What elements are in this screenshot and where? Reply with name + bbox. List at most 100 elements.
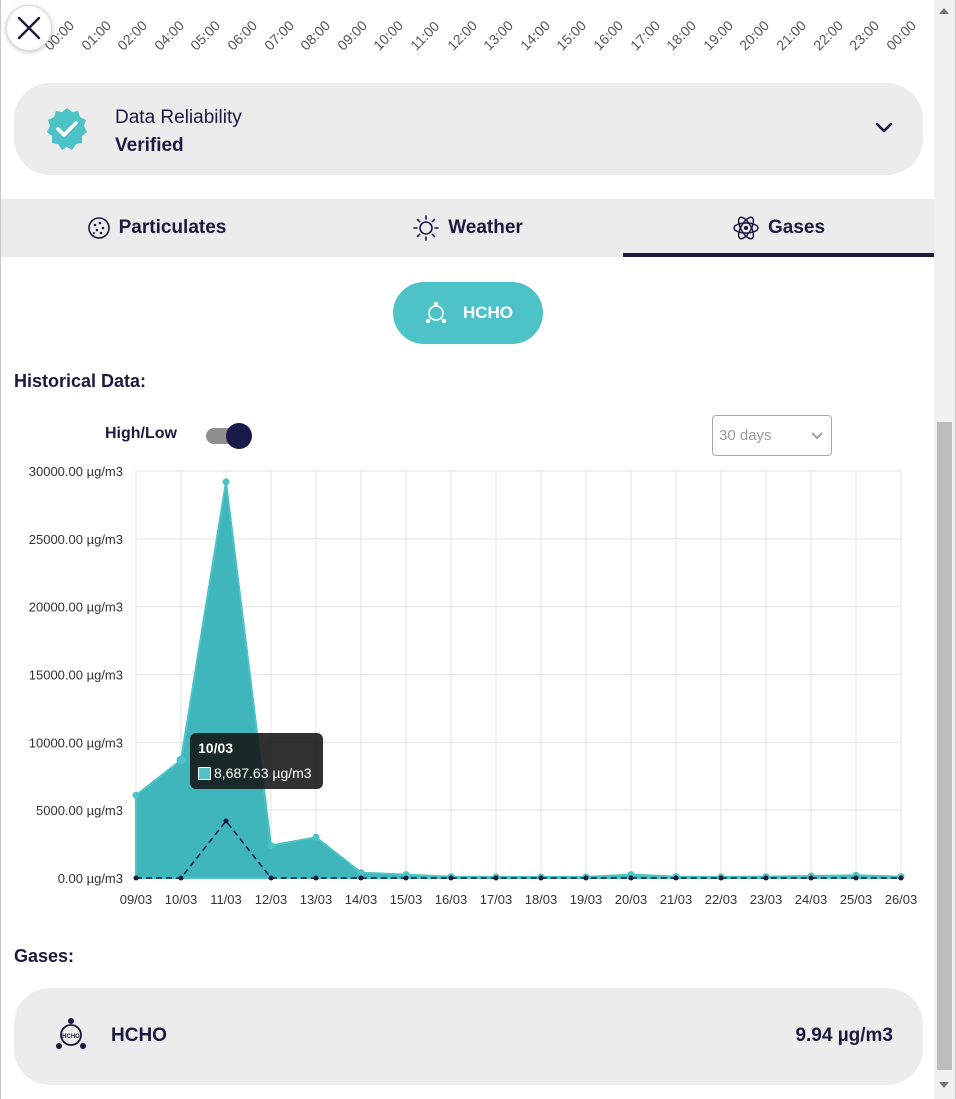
x-tick-label: 26/03: [885, 892, 918, 907]
low-series-point: [448, 875, 454, 881]
y-tick-label: 25000.00 µg/m3: [29, 532, 123, 547]
chart-tooltip: 10/03 8,687.63 µg/m3: [190, 733, 323, 789]
x-tick-label: 21/03: [660, 892, 693, 907]
hour-tick-label: 11:00: [407, 17, 443, 54]
x-tick-label: 14/03: [345, 892, 378, 907]
series-point: [132, 791, 140, 799]
scroll-down-arrow[interactable]: [939, 1082, 949, 1088]
x-tick-label: 13/03: [300, 892, 333, 907]
low-series-point: [268, 875, 274, 881]
x-tick-label: 22/03: [705, 892, 738, 907]
hour-axis: 00:00 01:00 02:00 04:00 05:00 06:00 07:00 08:00…: [1, 0, 934, 54]
low-series-point: [358, 875, 364, 881]
low-series-point: [223, 818, 229, 824]
series-point: [357, 869, 365, 877]
pollutant-tabs: Particulates Weather Gases: [1, 199, 934, 257]
hour-tick-label: 08:00: [297, 17, 334, 54]
hour-tick-label: 15:00: [553, 17, 590, 54]
low-series-point: [493, 875, 499, 881]
tooltip-row: 8,687.63 µg/m3: [198, 765, 312, 781]
series-point: [176, 755, 186, 765]
low-series-line: [136, 819, 901, 879]
hour-tick-label: 18:00: [663, 17, 700, 54]
low-series-point: [763, 875, 769, 881]
x-tick-label: 20/03: [615, 892, 648, 907]
close-icon: [17, 16, 41, 40]
tab-particulates[interactable]: Particulates: [1, 199, 312, 257]
y-tick-label: 0.00 µg/m3: [58, 871, 123, 886]
x-tick-label: 11/03: [210, 892, 242, 907]
tab-weather[interactable]: Weather: [312, 199, 623, 257]
sun-icon: [413, 215, 439, 241]
range-select[interactable]: 30 days: [712, 415, 832, 456]
tab-gases-label: Gases: [767, 217, 826, 238]
y-tick-label: 5000.00 µg/m3: [36, 803, 123, 818]
hour-tick-label: 20:00: [736, 17, 773, 54]
reliability-value: Verified: [115, 135, 184, 156]
hour-tick-label: 04:00: [150, 17, 187, 54]
x-tick-label: 15/03: [390, 892, 423, 907]
hour-tick-label: 06:00: [224, 17, 261, 54]
tab-gases[interactable]: Gases: [623, 199, 934, 257]
series-area: [135, 481, 902, 879]
x-tick-label: 18/03: [525, 892, 558, 907]
chevron-down-icon[interactable]: [875, 121, 893, 135]
low-series-point: [178, 875, 184, 881]
low-series-point: [853, 875, 859, 881]
hour-tick-label: 13:00: [480, 17, 517, 54]
hcho-icon-text: HCHO: [62, 1034, 80, 1040]
low-series-point: [898, 875, 904, 881]
tab-particulates-label: Particulates: [118, 217, 227, 238]
low-series-point: [583, 875, 589, 881]
gas-list-item[interactable]: HCHO HCHO 9.94 µg/m3: [14, 988, 923, 1085]
scroll-thumb[interactable]: [937, 422, 952, 1070]
hour-tick-label: 12:00: [443, 17, 480, 54]
hour-tick-label: 02:00: [114, 17, 151, 54]
atom-icon: [733, 216, 759, 240]
historical-data-title: Historical Data:: [14, 371, 147, 391]
tooltip-value: 8,687.63 µg/m3: [214, 765, 312, 781]
hour-tick-label: 00:00: [882, 17, 919, 54]
range-select-value: 30 days: [719, 427, 772, 444]
hour-tick-label: 10:00: [370, 17, 407, 54]
gas-value: 9.94 µg/m3: [795, 1025, 893, 1046]
gas-selector-button[interactable]: HCHO: [393, 282, 543, 344]
series-point: [267, 841, 275, 849]
gases-section-title: Gases:: [14, 946, 75, 966]
hour-tick-label: 23:00: [846, 17, 883, 54]
scroll-up-arrow[interactable]: [939, 8, 949, 14]
tooltip-swatch: [198, 766, 211, 780]
gas-name: HCHO: [111, 1025, 167, 1046]
x-tick-label: 10/03: [165, 892, 198, 907]
y-tick-label: 20000.00 µg/m3: [29, 600, 123, 615]
historical-chart: 0.00 µg/m3 5000.00 µg/m3 10000.00 µg/m3 150…: [29, 464, 918, 907]
y-tick-label: 30000.00 µg/m3: [29, 464, 123, 479]
series-point: [222, 478, 230, 486]
data-reliability-card[interactable]: Data Reliability Verified: [14, 83, 923, 175]
tab-weather-label: Weather: [448, 217, 523, 238]
low-series-point: [403, 875, 409, 881]
particulates-icon: [87, 217, 110, 239]
x-tick-label: 09/03: [120, 892, 153, 907]
close-button[interactable]: [6, 5, 52, 51]
hour-tick-label: 22:00: [809, 17, 846, 54]
low-series-point: [808, 875, 814, 881]
low-series-point: [718, 875, 724, 881]
hour-tick-label: 07:00: [260, 17, 297, 54]
hour-tick-label: 21:00: [773, 17, 810, 54]
hour-tick-label: 19:00: [699, 17, 736, 54]
x-tick-label: 24/03: [795, 892, 828, 907]
verified-badge-icon: [47, 108, 87, 150]
low-series-point: [538, 875, 544, 881]
hour-tick-label: 01:00: [77, 17, 114, 54]
hour-tick-label: 17:00: [626, 17, 663, 54]
x-tick-label: 12/03: [255, 892, 288, 907]
y-tick-label: 10000.00 µg/m3: [29, 735, 123, 750]
high-low-toggle[interactable]: [206, 423, 252, 449]
hour-tick-label: 14:00: [516, 17, 553, 54]
hour-tick-label: 09:00: [333, 17, 370, 54]
toggle-knob: [226, 423, 252, 449]
low-series-point: [133, 875, 139, 881]
scrollbar[interactable]: [934, 0, 955, 1099]
low-series-point: [673, 875, 679, 881]
